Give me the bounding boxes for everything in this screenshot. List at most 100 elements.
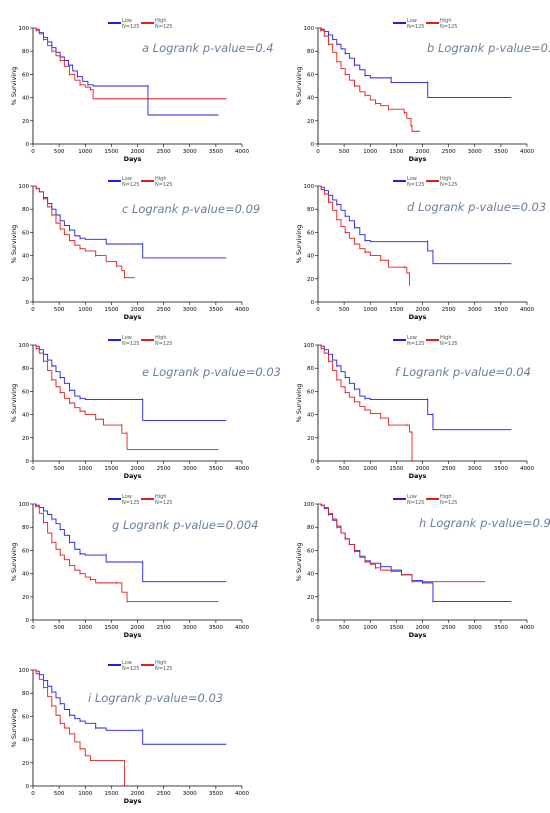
x-tick-label: 3500 xyxy=(494,625,508,631)
legend-swatch xyxy=(393,22,406,24)
legend-item-high: High N=125 xyxy=(141,494,181,510)
legend-item-low: Low N=125 xyxy=(108,660,148,676)
panel-title: c Logrank p-value=0.09 xyxy=(122,202,261,216)
km-panel-b: 0 20 40 60 80 100 0 500 1000 1500 2000 2500 3000 3500… xyxy=(285,18,550,170)
x-axis-label: Days xyxy=(124,631,142,639)
y-tick-label: 80 xyxy=(307,207,314,213)
x-tick-label: 500 xyxy=(339,149,350,155)
km-panel-e: 0 20 40 60 80 100 0 500 1000 1500 2000 2500 3000 3500… xyxy=(0,335,281,487)
y-tick-label: 80 xyxy=(22,207,29,213)
legend-swatch xyxy=(426,180,439,182)
km-panel-f: 0 20 40 60 80 100 0 500 1000 1500 2000 2500 3000 3500… xyxy=(285,335,545,487)
panel-title: a Logrank p-value=0.4 xyxy=(142,41,274,55)
x-tick-label: 500 xyxy=(54,307,65,313)
y-tick-label: 0 xyxy=(311,459,315,465)
legend-label: High xyxy=(440,335,452,341)
y-tick-label: 100 xyxy=(304,184,315,190)
legend-swatch xyxy=(393,498,406,500)
km-curve-high xyxy=(318,27,420,132)
legend-item-high: High N=125 xyxy=(426,335,466,351)
legend-item-high: High N=125 xyxy=(426,18,466,34)
y-tick-label: 60 xyxy=(307,72,314,78)
x-tick-label: 0 xyxy=(31,307,35,313)
x-axis-label: Days xyxy=(409,313,427,321)
x-tick-label: 2500 xyxy=(157,466,171,472)
x-tick-label: 3000 xyxy=(183,149,197,155)
legend-count: N=125 xyxy=(155,182,173,188)
x-tick-label: 3500 xyxy=(209,466,223,472)
y-tick-label: 0 xyxy=(26,784,30,790)
x-axis-label: Days xyxy=(124,472,142,480)
y-tick-label: 40 xyxy=(307,254,314,260)
x-tick-label: 2000 xyxy=(416,307,430,313)
legend-label: Low xyxy=(407,494,417,500)
y-axis-label: % Surviving xyxy=(295,225,303,264)
legend-item-low: Low N=125 xyxy=(108,176,148,192)
y-tick-label: 40 xyxy=(22,572,29,578)
legend-item-low: Low N=125 xyxy=(108,494,148,510)
y-tick-label: 0 xyxy=(311,618,315,624)
legend-swatch xyxy=(393,339,406,341)
km-curve-low xyxy=(33,669,227,745)
x-tick-label: 2000 xyxy=(416,149,430,155)
x-tick-label: 4000 xyxy=(520,466,534,472)
y-tick-label: 100 xyxy=(304,26,315,32)
x-tick-label: 4000 xyxy=(235,307,249,313)
y-tick-label: 40 xyxy=(307,413,314,419)
legend-item-high: High N=125 xyxy=(141,18,181,34)
legend-label: Low xyxy=(122,18,132,24)
panel-title: i Logrank p-value=0.03 xyxy=(88,691,224,705)
x-axis-label: Days xyxy=(124,797,142,805)
x-tick-label: 2000 xyxy=(416,466,430,472)
legend-count: N=125 xyxy=(122,341,140,347)
legend-label: Low xyxy=(122,176,132,182)
x-tick-label: 3000 xyxy=(183,791,197,797)
y-tick-label: 80 xyxy=(22,49,29,55)
x-axis-label: Days xyxy=(124,155,142,163)
y-tick-label: 20 xyxy=(307,277,314,283)
x-tick-label: 2000 xyxy=(131,466,145,472)
y-tick-label: 20 xyxy=(22,436,29,442)
panel-title: d Logrank p-value=0.03 xyxy=(407,200,547,214)
y-tick-label: 40 xyxy=(307,96,314,102)
km-curve-high xyxy=(318,344,413,461)
x-tick-label: 2000 xyxy=(131,149,145,155)
km-curve-low xyxy=(33,344,227,421)
legend-label: High xyxy=(155,660,167,666)
x-tick-label: 3000 xyxy=(183,625,197,631)
y-tick-label: 0 xyxy=(26,142,30,148)
legend-count: N=125 xyxy=(122,182,140,188)
x-tick-label: 500 xyxy=(339,307,350,313)
x-tick-label: 2500 xyxy=(442,149,456,155)
y-tick-label: 20 xyxy=(22,595,29,601)
legend-label: High xyxy=(155,18,167,24)
y-tick-label: 40 xyxy=(22,738,29,744)
y-axis-label: % Surviving xyxy=(295,384,303,423)
km-panel-d: 0 20 40 60 80 100 0 500 1000 1500 2000 2500 3000 3500… xyxy=(285,176,547,328)
x-axis-label: Days xyxy=(409,155,427,163)
km-curve-low xyxy=(318,185,512,265)
x-tick-label: 2000 xyxy=(131,625,145,631)
y-tick-label: 0 xyxy=(26,618,30,624)
y-tick-label: 80 xyxy=(22,366,29,372)
legend-count: N=125 xyxy=(155,666,173,672)
x-axis-label: Days xyxy=(409,631,427,639)
y-axis-label: % Surviving xyxy=(10,67,18,106)
x-tick-label: 500 xyxy=(339,625,350,631)
legend-swatch xyxy=(141,664,154,666)
y-tick-label: 80 xyxy=(22,525,29,531)
x-tick-label: 3500 xyxy=(494,466,508,472)
y-tick-label: 80 xyxy=(307,525,314,531)
x-tick-label: 4000 xyxy=(235,625,249,631)
x-tick-label: 4000 xyxy=(520,625,534,631)
x-tick-label: 3000 xyxy=(468,466,482,472)
legend-item-high: High N=125 xyxy=(141,176,181,192)
x-tick-label: 3000 xyxy=(468,149,482,155)
legend-item-low: Low N=125 xyxy=(393,335,433,351)
x-tick-label: 3500 xyxy=(494,149,508,155)
x-axis-label: Days xyxy=(124,313,142,321)
x-tick-label: 1500 xyxy=(104,791,118,797)
